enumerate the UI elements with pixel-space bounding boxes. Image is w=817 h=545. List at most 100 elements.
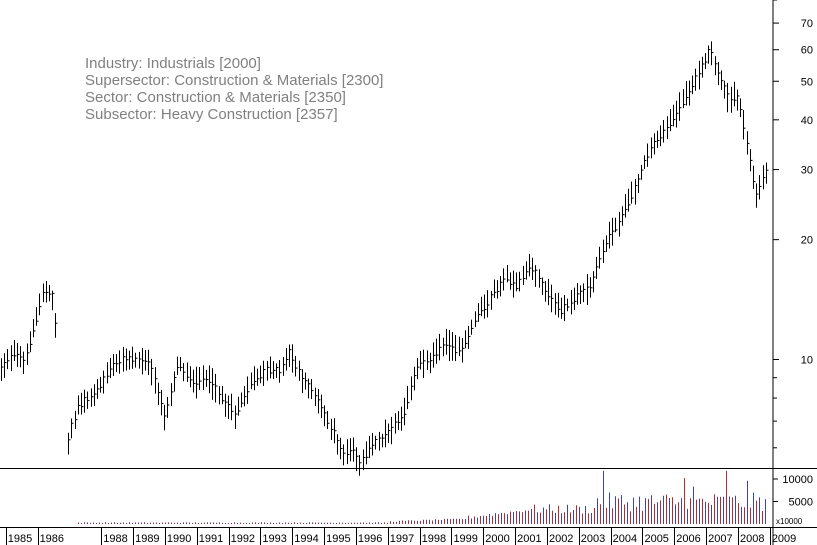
- price-bar: [295, 355, 298, 377]
- year-tick-label: 1994: [294, 533, 318, 545]
- price-bar: [587, 274, 590, 305]
- price-bar: [414, 366, 417, 391]
- price-bar: [596, 256, 599, 279]
- year-tick-label: 1988: [103, 533, 127, 545]
- price-bar: [289, 344, 292, 367]
- price-bar: [689, 80, 692, 106]
- price-bar: [391, 416, 394, 445]
- price-bar: [353, 437, 356, 462]
- price-bar: [686, 81, 689, 106]
- price-bar: [225, 393, 228, 417]
- price-bar: [727, 82, 730, 113]
- price-tick-label: 70: [801, 18, 813, 30]
- price-bar: [644, 155, 647, 169]
- price-bar: [30, 331, 33, 353]
- price-bar: [638, 173, 641, 193]
- price-bar: [167, 396, 170, 418]
- price-bar: [724, 80, 727, 99]
- price-bar: [183, 363, 186, 382]
- price-bar: [462, 338, 465, 363]
- price-bar: [427, 350, 430, 371]
- price-bar: [711, 41, 714, 66]
- price-bar: [615, 217, 618, 233]
- price-bar: [347, 439, 350, 465]
- price-bar: [334, 418, 337, 444]
- price-bar: [660, 125, 663, 147]
- volume-axis: 10000 5000 x10000: [773, 474, 813, 526]
- price-bar: [468, 325, 471, 349]
- year-tick-label: 1989: [135, 533, 159, 545]
- year-tick-label: 1993: [262, 533, 286, 545]
- annotation-line: Sector: Construction & Materials [2350]: [85, 89, 346, 106]
- price-bar: [619, 211, 622, 237]
- price-bar: [535, 265, 538, 287]
- price-bar: [382, 433, 385, 448]
- price-bar: [452, 332, 455, 361]
- price-bar: [465, 330, 468, 349]
- price-bar: [564, 294, 567, 322]
- price-bar: [583, 283, 586, 303]
- price-bar: [324, 405, 327, 427]
- year-tick-label: 2002: [549, 533, 573, 545]
- price-bar: [532, 257, 535, 281]
- price-bar: [718, 62, 721, 86]
- time-axis: 1985 1986 1988 1989 1990 1991 1992 1993 1994 1995…: [6, 528, 796, 545]
- price-bar: [20, 346, 23, 368]
- price-bar: [145, 350, 148, 371]
- price-bar: [574, 287, 577, 311]
- price-bar: [84, 389, 87, 413]
- price-bar: [23, 351, 26, 375]
- price-bar: [315, 387, 318, 406]
- price-bar: [430, 352, 433, 374]
- year-tick-label: 2001: [517, 533, 541, 545]
- price-bar: [519, 271, 522, 292]
- price-bar: [407, 385, 410, 410]
- price-bar: [612, 217, 615, 246]
- year-tick-label: 2000: [485, 533, 509, 545]
- price-bar: [299, 360, 302, 381]
- year-tick-label: 2008: [740, 533, 764, 545]
- price-bar: [4, 353, 7, 378]
- price-bar: [657, 130, 660, 148]
- price-bar: [279, 359, 282, 383]
- price-bar: [343, 444, 346, 466]
- price-bar: [763, 165, 766, 190]
- price-bar: [507, 265, 510, 283]
- volume-tick-label: 10000: [782, 474, 813, 486]
- price-bar: [593, 271, 596, 293]
- volume-tick-label: 5000: [789, 497, 813, 509]
- price-bar: [631, 181, 634, 204]
- price-bar: [331, 418, 334, 440]
- price-bar: [577, 282, 580, 305]
- price-bar: [385, 419, 388, 448]
- price-bar: [36, 307, 39, 326]
- price-bar: [500, 276, 503, 297]
- price-bar: [139, 351, 142, 369]
- price-bar: [91, 388, 94, 407]
- price-tick-label: 60: [801, 45, 813, 57]
- price-bar: [17, 343, 20, 367]
- price-bar: [318, 389, 321, 414]
- price-bar: [215, 373, 218, 403]
- price-bar: [212, 368, 215, 400]
- price-bar: [222, 385, 225, 405]
- price-bar: [580, 285, 583, 304]
- price-bar: [142, 348, 145, 375]
- price-bar: [247, 376, 250, 404]
- price-bar: [97, 379, 100, 399]
- price-bar: [526, 261, 529, 280]
- price-bar: [254, 366, 257, 391]
- price-tick-label: 50: [801, 76, 813, 88]
- price-bar: [551, 284, 554, 313]
- price-bar: [238, 396, 241, 416]
- price-bar: [52, 290, 55, 311]
- price-bar: [241, 392, 244, 408]
- price-tick-label: 40: [801, 115, 813, 127]
- price-bar: [174, 371, 177, 392]
- price-bar: [446, 328, 449, 355]
- price-bar: [503, 268, 506, 291]
- price-bar: [747, 131, 750, 155]
- price-bar: [350, 438, 353, 462]
- price-bar: [327, 411, 330, 430]
- price-bar: [455, 334, 458, 362]
